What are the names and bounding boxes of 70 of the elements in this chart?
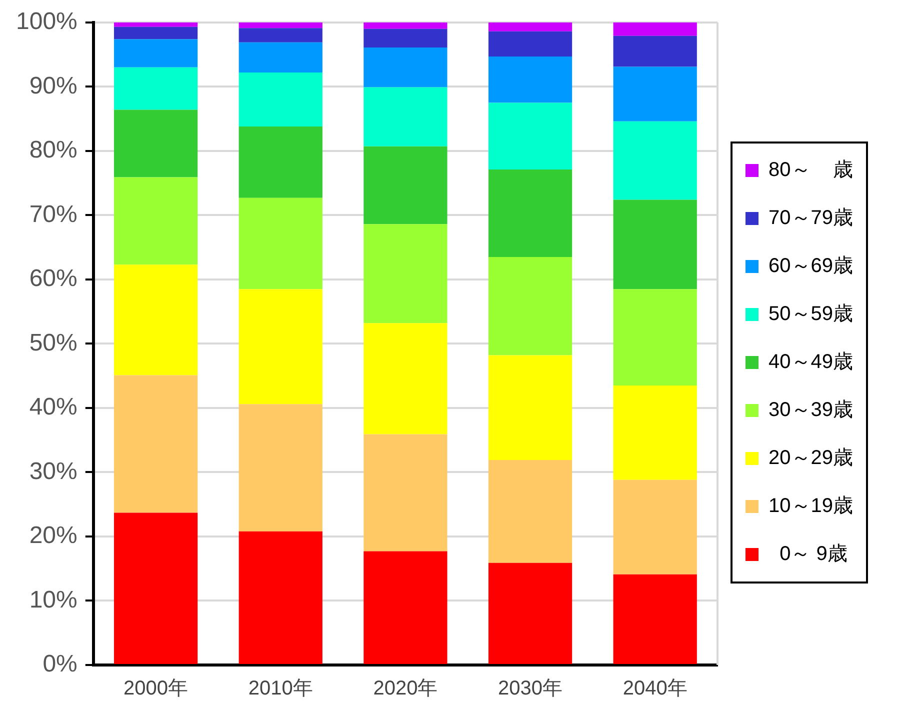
bar (114, 26, 198, 40)
bar (613, 574, 697, 664)
bar (488, 256, 572, 356)
bar (613, 480, 697, 574)
bar (114, 177, 198, 265)
bar (238, 289, 322, 404)
legend-label: 40～49歳 (768, 351, 854, 374)
legend-label: 50～59歳 (768, 303, 854, 326)
bar (114, 67, 198, 110)
y-tick-label: 90% (29, 72, 78, 100)
bar (364, 434, 448, 552)
y-tick-label: 0% (42, 650, 78, 678)
bar (238, 28, 322, 42)
bar (238, 198, 322, 290)
bar (488, 562, 572, 664)
bar (364, 87, 448, 146)
bar (613, 385, 697, 480)
legend-label: 30～39歳 (768, 399, 854, 422)
bar (613, 121, 697, 200)
legend-label: 20～29歳 (768, 447, 854, 470)
bar (114, 110, 198, 178)
bar (488, 22, 572, 32)
bar (488, 102, 572, 170)
bar (114, 375, 198, 513)
bar (114, 512, 198, 664)
bar (488, 460, 572, 563)
bar (238, 126, 322, 198)
y-tick-label: 30% (29, 458, 78, 485)
bar (238, 22, 322, 28)
bar (488, 355, 572, 460)
y-tick-label: 50% (29, 329, 78, 356)
bar (613, 22, 697, 36)
bar (613, 66, 697, 122)
legend-label: 0～ 9歳 (768, 543, 848, 566)
y-tick-label: 40% (29, 394, 78, 421)
bar (488, 31, 572, 56)
bar (364, 22, 448, 29)
bar (488, 56, 572, 103)
bar (364, 323, 448, 434)
bar (114, 22, 198, 27)
bar (238, 531, 322, 664)
x-tick-label: 2030年 (498, 678, 563, 700)
x-tick-label: 2020年 (373, 678, 438, 700)
bar (364, 47, 448, 88)
bar (488, 170, 572, 257)
x-tick-label: 2040年 (622, 678, 688, 700)
bar (364, 224, 448, 324)
y-tick-label: 80% (29, 136, 78, 164)
bar (238, 404, 322, 532)
bar (238, 72, 322, 126)
legend-label: 60～69歳 (768, 255, 854, 278)
y-tick-label: 60% (29, 265, 78, 292)
bar (238, 42, 322, 73)
bar (364, 146, 448, 224)
bar (613, 200, 697, 290)
legend-label: 10～19歳 (768, 495, 854, 518)
bar (364, 28, 448, 48)
bar (114, 264, 198, 376)
bar (613, 289, 697, 386)
legend-label: 80～ 歳 (768, 159, 853, 182)
x-tick-label: 2000年 (124, 678, 188, 700)
y-tick-label: 70% (29, 200, 78, 228)
y-tick-label: 10% (29, 586, 78, 614)
bar (613, 36, 697, 67)
y-tick-label: 20% (29, 522, 78, 550)
bar (114, 39, 198, 68)
x-tick-label: 2010年 (248, 678, 313, 700)
legend-label: 70～79歳 (768, 207, 854, 230)
bar (364, 551, 448, 664)
y-tick-label: 100% (16, 8, 78, 36)
